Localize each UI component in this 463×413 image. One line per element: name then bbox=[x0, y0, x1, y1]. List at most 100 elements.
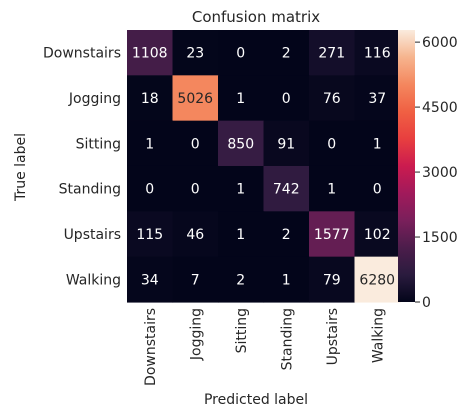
heatmap-cell bbox=[309, 256, 356, 303]
heatmap-cell bbox=[309, 211, 356, 258]
cell-value-label: 115 bbox=[136, 227, 163, 243]
x-tick-label: Sitting bbox=[234, 308, 250, 353]
cell-value-label: 1 bbox=[236, 182, 245, 198]
cell-value-label: 2 bbox=[282, 46, 291, 62]
y-tick-label: Jogging bbox=[68, 91, 121, 107]
cell-value-label: 742 bbox=[273, 182, 300, 198]
cell-value-label: 1 bbox=[327, 182, 336, 198]
cell-value-label: 0 bbox=[373, 182, 382, 198]
y-tick-label: Walking bbox=[66, 272, 121, 288]
cell-value-label: 18 bbox=[141, 91, 159, 107]
cell-value-label: 91 bbox=[277, 136, 295, 152]
cell-value-label: 5026 bbox=[177, 91, 213, 107]
x-tick-label: Jogging bbox=[188, 308, 204, 361]
y-tick-label: Downstairs bbox=[43, 46, 121, 62]
cell-value-label: 1 bbox=[236, 91, 245, 107]
colorbar-ticks: 0 1500 3000 4500 6000 bbox=[415, 35, 458, 311]
cell-value-label: 79 bbox=[323, 272, 341, 288]
cell-value-label: 2 bbox=[282, 227, 291, 243]
x-tick-label: Walking bbox=[370, 308, 386, 363]
heatmap-cell bbox=[354, 120, 401, 167]
chart-title: Confusion matrix bbox=[192, 8, 320, 26]
cell-value-label: 1 bbox=[282, 272, 291, 288]
x-tick-label: Upstairs bbox=[325, 308, 341, 365]
cell-value-label: 23 bbox=[186, 46, 204, 62]
cell-value-label: 1577 bbox=[314, 227, 350, 243]
y-tick-label: Sitting bbox=[76, 136, 121, 152]
x-tick-label: Downstairs bbox=[143, 308, 159, 386]
heatmap-cell bbox=[309, 165, 356, 212]
cell-value-label: 37 bbox=[368, 91, 386, 107]
cell-value-label: 0 bbox=[327, 136, 336, 152]
heatmap-cells bbox=[127, 30, 401, 303]
cell-value-label: 6280 bbox=[359, 272, 395, 288]
cell-value-label: 0 bbox=[145, 182, 154, 198]
heatmap-cell bbox=[127, 120, 174, 167]
cell-value-label: 7 bbox=[191, 272, 200, 288]
colorbar-tick-label: 6000 bbox=[422, 35, 458, 51]
y-tick-labels: Downstairs Jogging Sitting Standing Upstairs… bbox=[43, 46, 121, 289]
heatmap-cell bbox=[127, 30, 174, 76]
heatmap-cell bbox=[309, 75, 356, 122]
heatmap-cell bbox=[127, 256, 174, 303]
heatmap-cell bbox=[354, 165, 401, 212]
heatmap-cell bbox=[263, 30, 310, 76]
cell-value-label: 34 bbox=[141, 272, 159, 288]
y-axis-label: True label bbox=[13, 133, 29, 202]
y-tick-label: Standing bbox=[59, 182, 121, 198]
colorbar-tick-label: 4500 bbox=[422, 100, 458, 116]
cell-value-label: 76 bbox=[323, 91, 341, 107]
cell-value-label: 850 bbox=[227, 136, 254, 152]
heatmap-cell bbox=[218, 165, 265, 212]
heatmap-cell bbox=[172, 211, 219, 258]
heatmap-cell bbox=[218, 211, 265, 258]
cell-value-label: 1 bbox=[145, 136, 154, 152]
x-tick-labels: Downstairs Jogging Sitting Standing Upstairs… bbox=[143, 308, 387, 386]
cell-value-label: 1 bbox=[236, 227, 245, 243]
heatmap-cell bbox=[263, 75, 310, 122]
heatmap-cell bbox=[127, 75, 174, 122]
heatmap-cell bbox=[354, 75, 401, 122]
heatmap-cell bbox=[354, 211, 401, 258]
heatmap-cell bbox=[127, 211, 174, 258]
cell-value-label: 0 bbox=[236, 46, 245, 62]
cell-value-label: 46 bbox=[186, 227, 204, 243]
colorbar-tick-label: 3000 bbox=[422, 165, 458, 181]
heatmap-cell bbox=[263, 165, 310, 212]
heatmap-cell bbox=[218, 75, 265, 122]
heatmap-cell bbox=[354, 256, 401, 303]
heatmap-cell bbox=[354, 30, 401, 76]
x-axis-label: Predicted label bbox=[204, 392, 308, 408]
heatmap-cell bbox=[172, 30, 219, 76]
heatmap-cell bbox=[172, 165, 219, 212]
cell-value-label: 0 bbox=[282, 91, 291, 107]
cell-value-label: 0 bbox=[191, 182, 200, 198]
cell-value-label: 2 bbox=[236, 272, 245, 288]
cell-value-label: 116 bbox=[364, 46, 391, 62]
cell-value-label: 1 bbox=[373, 136, 382, 152]
heatmap-cell bbox=[218, 256, 265, 303]
heatmap-cell bbox=[263, 120, 310, 167]
colorbar-tick-label: 0 bbox=[422, 295, 431, 311]
heatmap-cell bbox=[218, 30, 265, 76]
heatmap-cell bbox=[172, 120, 219, 167]
heatmap-cell bbox=[127, 165, 174, 212]
heatmap-cell bbox=[263, 211, 310, 258]
colorbar bbox=[398, 30, 415, 302]
cell-value-label: 0 bbox=[191, 136, 200, 152]
heatmap-cell bbox=[172, 256, 219, 303]
y-tick-label: Upstairs bbox=[64, 227, 121, 243]
heatmap-cell bbox=[172, 75, 219, 122]
heatmap-cell bbox=[218, 120, 265, 167]
heatmap-cell bbox=[309, 30, 356, 76]
cell-value-label: 271 bbox=[318, 46, 345, 62]
heatmap-cell bbox=[263, 256, 310, 303]
colorbar-tick-label: 1500 bbox=[422, 230, 458, 246]
cell-value-label: 1108 bbox=[132, 46, 168, 62]
cell-value-label: 102 bbox=[364, 227, 391, 243]
heatmap-cell bbox=[309, 120, 356, 167]
x-tick-label: Standing bbox=[279, 308, 295, 370]
